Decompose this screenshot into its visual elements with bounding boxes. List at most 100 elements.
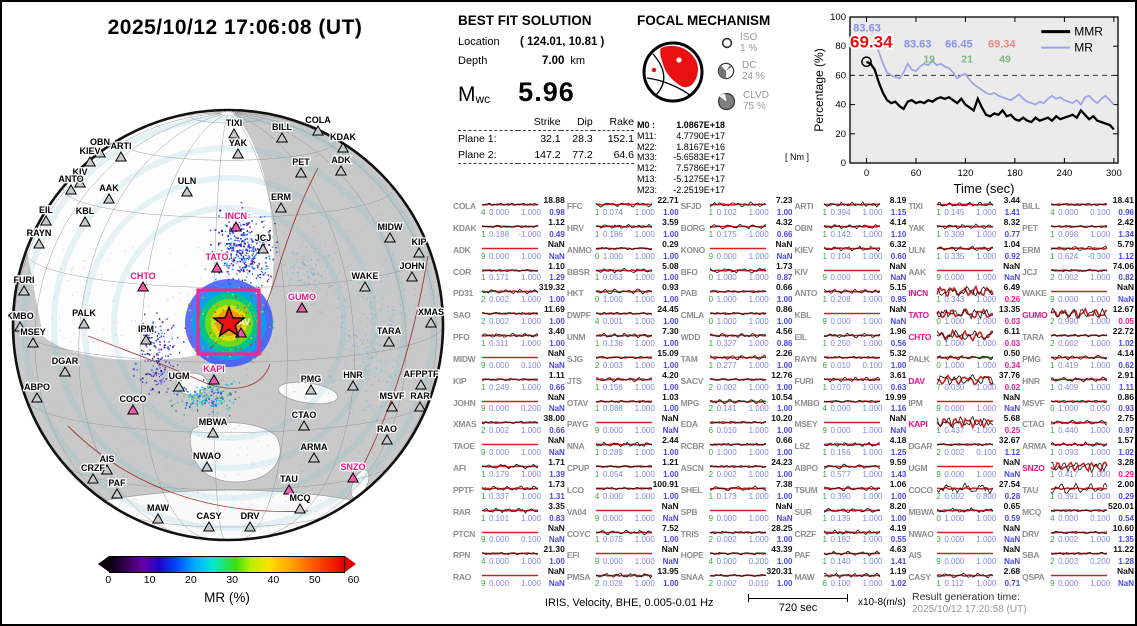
ratio-value: NaN bbox=[1004, 273, 1021, 283]
amplitude-value: 0.65 bbox=[1003, 500, 1021, 511]
station-cell-rcbr: RCBR 0.66 0 1.000 1.000 1.00 bbox=[680, 435, 794, 458]
station-cell-xmas: XMAS 38.00 2 0.002 1.000 0.66 bbox=[452, 413, 566, 436]
fit-values: 1 0.179 1.000 bbox=[481, 469, 541, 479]
station-cell-borg: BORG 4.32 1 0.175 -1.000 0.66 bbox=[680, 217, 794, 240]
station-cell-coco: COCO 27.54 2 0.002 0.800 0.28 bbox=[907, 479, 1021, 502]
x-axis-label: Time (sec) bbox=[954, 181, 1015, 196]
svg-text:PAF: PAF bbox=[108, 478, 126, 488]
svg-text:CTAO: CTAO bbox=[292, 410, 317, 420]
station-code: WAKE bbox=[1022, 288, 1047, 299]
station-code: PTCN bbox=[453, 528, 475, 539]
station-cell-tris: TRIS 28.25 2 0.002 1.000 1.00 bbox=[680, 523, 794, 546]
station-cell-rao: RAO NaN 9 0.000 1.000 NaN bbox=[452, 566, 566, 589]
map-station-paf: PAF bbox=[107, 477, 127, 499]
fit-values: 2 0.002 1.000 bbox=[481, 317, 541, 326]
svg-text:DAV: DAV bbox=[232, 317, 250, 327]
svg-text:0: 0 bbox=[864, 168, 869, 179]
ratio-value: NaN bbox=[1004, 557, 1021, 567]
map-station-coco: COCO bbox=[118, 393, 148, 415]
station-code: LSZ bbox=[794, 441, 810, 452]
station-code: HKT bbox=[566, 288, 584, 299]
waveform bbox=[937, 400, 994, 402]
amplitude-value: 100.91 bbox=[652, 478, 679, 489]
amplitude-value: 2.91 bbox=[1117, 369, 1134, 380]
amplitude-value: 320.31 bbox=[766, 566, 793, 577]
fit-values: 9 0.000 1.000 bbox=[1050, 295, 1111, 305]
iso-ball-icon bbox=[721, 37, 733, 49]
svg-text:MSEY: MSEY bbox=[20, 327, 46, 337]
map-station-anto: ANTO bbox=[57, 173, 85, 195]
svg-text:ANTO: ANTO bbox=[58, 174, 83, 184]
station-cell-paf: PAF 4.63 1 0.140 1.000 1.41 bbox=[794, 544, 908, 567]
station-code: MSEY bbox=[794, 419, 818, 430]
fit-values: 9 0.000 1.000 bbox=[594, 426, 655, 436]
svg-text:JCJ: JCJ bbox=[255, 233, 272, 243]
fit-values: 1 0.208 1.000 bbox=[822, 295, 883, 305]
station-code: MIDW bbox=[453, 353, 476, 364]
station-code: SACV bbox=[680, 375, 704, 386]
station-cell-sacv: SACV 12.76 2 0.002 1.000 1.00 bbox=[680, 370, 794, 393]
time-scale-bar: 720 sec bbox=[748, 594, 848, 614]
result-generation-time: Result generation time: 2025/10/12 17:20… bbox=[912, 591, 1027, 615]
svg-text:ARMA: ARMA bbox=[301, 442, 328, 452]
station-cell-pptf: PPTF 1.73 1 0.337 1.000 1.31 bbox=[452, 478, 566, 502]
map-station-kdak: KDAK bbox=[329, 131, 358, 153]
map-station-bill: BILL bbox=[271, 121, 294, 143]
svg-text:COLA: COLA bbox=[305, 115, 331, 125]
station-cell-gumo: GUMO 12.67 2 0.990 1.000 0.05 bbox=[1021, 304, 1135, 327]
waveform bbox=[937, 506, 994, 513]
ratio-value: 0.95 bbox=[890, 295, 907, 305]
amplitude-value: 2.00 bbox=[1117, 478, 1134, 489]
ratio-value: 1.00 bbox=[776, 317, 793, 326]
svg-text:COCO: COCO bbox=[120, 394, 147, 404]
waveform bbox=[709, 552, 766, 556]
station-cell-john: JOHN NaN 9 0.000 0.200 NaN bbox=[452, 392, 566, 415]
station-code: AIS bbox=[908, 550, 922, 561]
waveform bbox=[823, 485, 880, 491]
station-cell-chto: CHTO 6.11 0 1.000 1.000 0.03 bbox=[907, 326, 1021, 349]
fit-values: 1 0.417 1.000 bbox=[1050, 469, 1111, 479]
amplitude-value: 3.61 bbox=[889, 369, 907, 380]
waveform bbox=[937, 572, 994, 579]
amplitude-value: 1.11 bbox=[548, 369, 565, 380]
nodal-plane-table: Strike Dip Rake Plane 1: 32.1 28.3 152.1… bbox=[458, 114, 634, 168]
map-station-kbl: KBL bbox=[75, 205, 96, 227]
ratio-value: 0.98 bbox=[549, 207, 565, 217]
station-cell-ptcn: PTCN NaN 9 0.000 0.100 NaN bbox=[452, 523, 566, 546]
waveform bbox=[823, 507, 880, 513]
station-cell-arti: ARTI 8.19 1 0.394 1.000 1.15 bbox=[794, 195, 908, 218]
amplitude-value: 13.95 bbox=[657, 566, 679, 577]
tensor-unit: [ Nm ] bbox=[785, 152, 809, 162]
station-cell-anto: ANTO 5.15 1 0.208 1.000 0.95 bbox=[794, 282, 908, 305]
fit-values: 2 0.002 1.000 bbox=[481, 426, 541, 436]
colorbar-ticks: 0 10 20 30 40 50 60 bbox=[105, 574, 360, 586]
station-cell-pet: PET 2.42 1 0.098 1.000 1.34 bbox=[1021, 217, 1135, 240]
waveform bbox=[823, 422, 880, 424]
station-cell-uln: ULN 1.04 1 0.335 1.000 0.92 bbox=[907, 239, 1021, 262]
fit-values: 0 1.000 1.000 bbox=[594, 295, 655, 305]
ratio-value: 1.00 bbox=[890, 360, 907, 370]
amplitude-value: 0.66 bbox=[775, 435, 793, 446]
station-code: KMBO bbox=[794, 397, 820, 408]
amplitude-value: 1.73 bbox=[548, 478, 565, 489]
station-code: KBL bbox=[794, 310, 812, 321]
fit-values: 1 0.624 -0.300 bbox=[1050, 251, 1111, 261]
waveform bbox=[481, 332, 539, 338]
svg-text:SNZO: SNZO bbox=[340, 462, 365, 472]
station-cell-mbwa: MBWA 0.65 0 1.000 1.000 0.59 bbox=[907, 500, 1021, 524]
station-cell-pfo: PFO 3.40 1 0.311 1.000 1.00 bbox=[452, 326, 566, 349]
colorbar-left-arrow bbox=[98, 556, 109, 572]
station-code: PAYG bbox=[566, 419, 589, 430]
svg-text:MSVF: MSVF bbox=[379, 391, 405, 401]
epicenter-star bbox=[211, 304, 247, 338]
waveform bbox=[709, 509, 766, 511]
station-code: EIL bbox=[794, 332, 808, 342]
fit-values: 1 0.158 1.000 bbox=[594, 382, 655, 392]
ratio-value: NaN bbox=[548, 448, 565, 457]
waveform bbox=[1051, 552, 1108, 556]
svg-text:KIV: KIV bbox=[72, 167, 87, 177]
amplitude-value: 1.73 bbox=[775, 260, 793, 271]
dip-header: Dip bbox=[576, 116, 593, 128]
